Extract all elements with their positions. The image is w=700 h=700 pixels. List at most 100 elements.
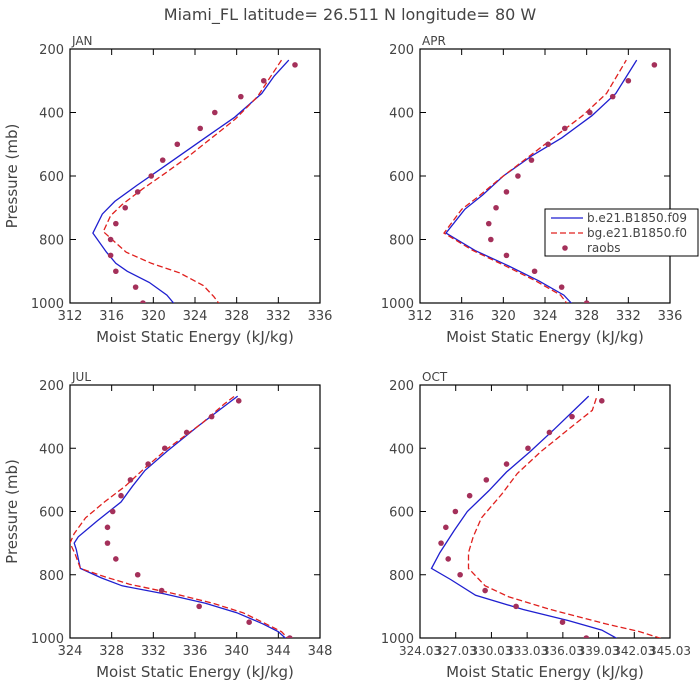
raobs-point [583,300,590,303]
raobs-point [260,77,267,84]
plot-frame [419,48,671,304]
panel-jan: JAN 312 316 320 324 328 332 336 200 400 600 800 1000… [3,34,332,346]
raobs-point [107,252,114,259]
raobs-point [196,603,202,610]
y-axis-label: Pressure (mb) [3,459,21,564]
x-axis-label: Moist Static Energy (kJ/kg) [446,328,644,346]
plot-area [70,395,293,638]
x-tick-label: 332 [266,309,291,324]
raobs-point [513,603,519,610]
raobs-point [546,429,553,436]
model_bg-line [443,59,627,303]
y-tick-label: 800 [39,234,64,249]
raobs-point [286,635,293,638]
raobs-point [197,125,204,132]
raobs-point [134,571,141,578]
raobs-point [127,477,134,483]
x-tick-label: 342.03 [613,644,655,658]
x-tick-label: 332 [616,309,641,324]
x-axis-label: Moist Static Energy (kJ/kg) [446,663,644,681]
plot-area [92,59,298,303]
raobs-point [651,62,658,68]
raobs-point [246,619,252,625]
raobs-point [211,109,218,116]
x-tick-label: 324 [58,644,83,659]
raobs-point [208,413,215,420]
x-tick-label: 332 [141,644,166,659]
x-tick-label: 324.03 [399,644,441,658]
x-tick-label: 330.03 [470,644,512,658]
legend-label: raobs [587,241,621,255]
plot-area [443,59,658,303]
raobs-point [174,141,181,148]
raobs-point [158,587,165,594]
raobs-point [609,93,616,100]
x-tick-label: 339.03 [578,644,620,658]
plot-area [430,395,662,638]
raobs-point [122,204,129,211]
panels: JAN 312 316 320 324 328 332 336 200 400 600 800 1000… [3,34,699,681]
y-tick-label: 200 [389,43,414,58]
raobs-point [503,461,510,467]
legend-marker-raobs [562,245,568,251]
model_bg-line [102,59,283,303]
y-tick-label: 400 [389,107,414,122]
raobs-point [118,492,124,499]
y-axis-label: Pressure (mb) [3,124,21,229]
raobs-point [132,284,139,290]
raobs-point [482,587,488,594]
raobs-point [145,461,151,467]
raobs-point [558,284,565,290]
legend-label: b.e21.B1850.f09 [587,211,687,225]
x-tick-label: 336 [183,644,208,659]
raobs-point [466,492,473,499]
y-tick-label: 1000 [381,632,414,647]
raobs-point [559,619,566,625]
model_b-line [430,395,618,638]
raobs-point [583,635,590,638]
raobs-point [109,508,116,515]
raobs-point [515,173,521,179]
x-axis-label: Moist Static Energy (kJ/kg) [96,663,294,681]
y-tick-label: 600 [389,506,414,521]
y-tick-label: 800 [39,569,64,584]
y-tick-label: 600 [39,170,64,185]
x-tick-label: 333.03 [506,644,548,658]
raobs-point [598,398,605,404]
raobs-point [148,173,155,179]
figure-title: Miami_FL latitude= 26.511 N longitude= 8… [164,5,537,25]
model_bg-line [467,395,662,638]
panel-label: JAN [71,34,93,48]
raobs-point [525,445,531,452]
raobs-point [625,77,632,84]
panel-label: APR [422,34,446,48]
model_bg-line [70,395,289,638]
raobs-point [113,220,119,227]
y-tick-label: 1000 [31,297,64,312]
raobs-point [488,236,494,243]
x-tick-label: 324 [533,309,558,324]
y-tick-label: 1000 [381,297,414,312]
x-tick-label: 348 [308,644,333,659]
raobs-point [140,300,146,303]
raobs-point [485,220,492,227]
raobs-point [457,571,463,578]
panel-apr: APR 312 316 320 324 328 332 336 200 400 600 800 1000… [381,34,699,346]
model_b-line [445,59,638,303]
plot-frame [69,384,321,639]
raobs-point [445,556,452,562]
raobs-point [159,157,166,163]
raobs-point [483,477,490,483]
raobs-point [503,189,510,195]
raobs-point [586,109,593,116]
raobs-point [161,445,168,452]
x-tick-label: 345.03 [649,644,691,658]
x-tick-label: 328 [224,309,249,324]
y-tick-label: 200 [389,379,414,394]
x-tick-label: 340 [224,644,249,659]
legend-label: bg.e21.B1850.f0 [587,226,687,240]
x-tick-label: 327.03 [435,644,477,658]
raobs-point [493,204,499,211]
raobs-point [183,429,190,436]
